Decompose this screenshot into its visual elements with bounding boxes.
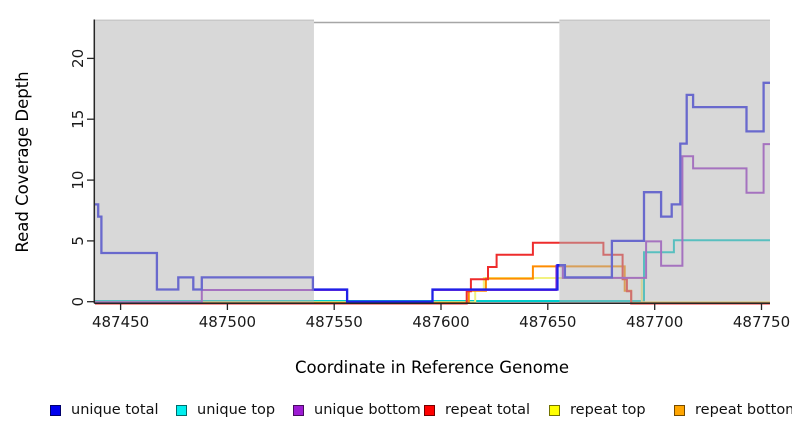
legend-swatch-unique-top bbox=[176, 404, 187, 416]
axes bbox=[93, 19, 770, 304]
legend-label: unique bottom bbox=[314, 402, 421, 418]
x-tick-label: 487550 bbox=[306, 313, 363, 331]
y-tick-label: 0 bbox=[69, 297, 87, 307]
x-axis-ticks: 487450 487500 487550 487600 487650 487700 4877… bbox=[92, 303, 790, 331]
x-axis-label: Coordinate in Reference Genome bbox=[295, 358, 569, 377]
legend-label: repeat top bbox=[570, 402, 646, 418]
y-axis-label: Read Coverage Depth bbox=[13, 71, 32, 252]
chart-legend: unique total unique top unique bottom repea… bbox=[0, 398, 792, 424]
x-tick-label: 487600 bbox=[412, 313, 469, 331]
legend-swatch-repeat-bottom bbox=[674, 404, 685, 416]
coverage-plot-svg: 487450 487500 487550 487600 487650 487700 4877… bbox=[13, 19, 790, 377]
x-tick-label: 487750 bbox=[733, 313, 790, 331]
axis-lines bbox=[93, 19, 770, 304]
x-tick-label: 487500 bbox=[199, 313, 256, 331]
y-tick-label: 5 bbox=[69, 236, 87, 246]
y-tick-label: 20 bbox=[69, 49, 87, 68]
legend-item-unique-top: unique top bbox=[176, 398, 275, 422]
legend-item-repeat-bottom: repeat bottom bbox=[674, 398, 792, 422]
shaded-region-overlays bbox=[95, 19, 770, 304]
right-shaded-region bbox=[559, 19, 770, 304]
legend-swatch-repeat-total bbox=[424, 404, 435, 416]
legend-swatch-unique-total bbox=[50, 404, 61, 416]
y-axis-ticks: 0 5 10 15 20 bbox=[69, 49, 95, 307]
legend-swatch-unique-bottom bbox=[293, 404, 304, 416]
legend-swatch-repeat-top bbox=[549, 404, 560, 416]
x-tick-label: 487650 bbox=[519, 313, 576, 331]
legend-label: unique total bbox=[71, 402, 159, 418]
left-shaded-region bbox=[95, 19, 314, 304]
legend-label: repeat total bbox=[445, 402, 531, 418]
legend-item-unique-total: unique total bbox=[50, 398, 159, 422]
y-tick-label: 15 bbox=[69, 110, 87, 129]
y-tick-label: 10 bbox=[69, 171, 87, 190]
legend-item-repeat-top: repeat top bbox=[549, 398, 646, 422]
x-tick-label: 487450 bbox=[92, 313, 149, 331]
legend-item-repeat-total: repeat total bbox=[424, 398, 530, 422]
coverage-chart: 487450 487500 487550 487600 487650 487700 4877… bbox=[13, 19, 790, 377]
legend-label: unique top bbox=[197, 402, 276, 418]
legend-label: repeat bottom bbox=[695, 402, 792, 418]
legend-item-unique-bottom: unique bottom bbox=[293, 398, 421, 422]
x-tick-label: 487700 bbox=[626, 313, 683, 331]
